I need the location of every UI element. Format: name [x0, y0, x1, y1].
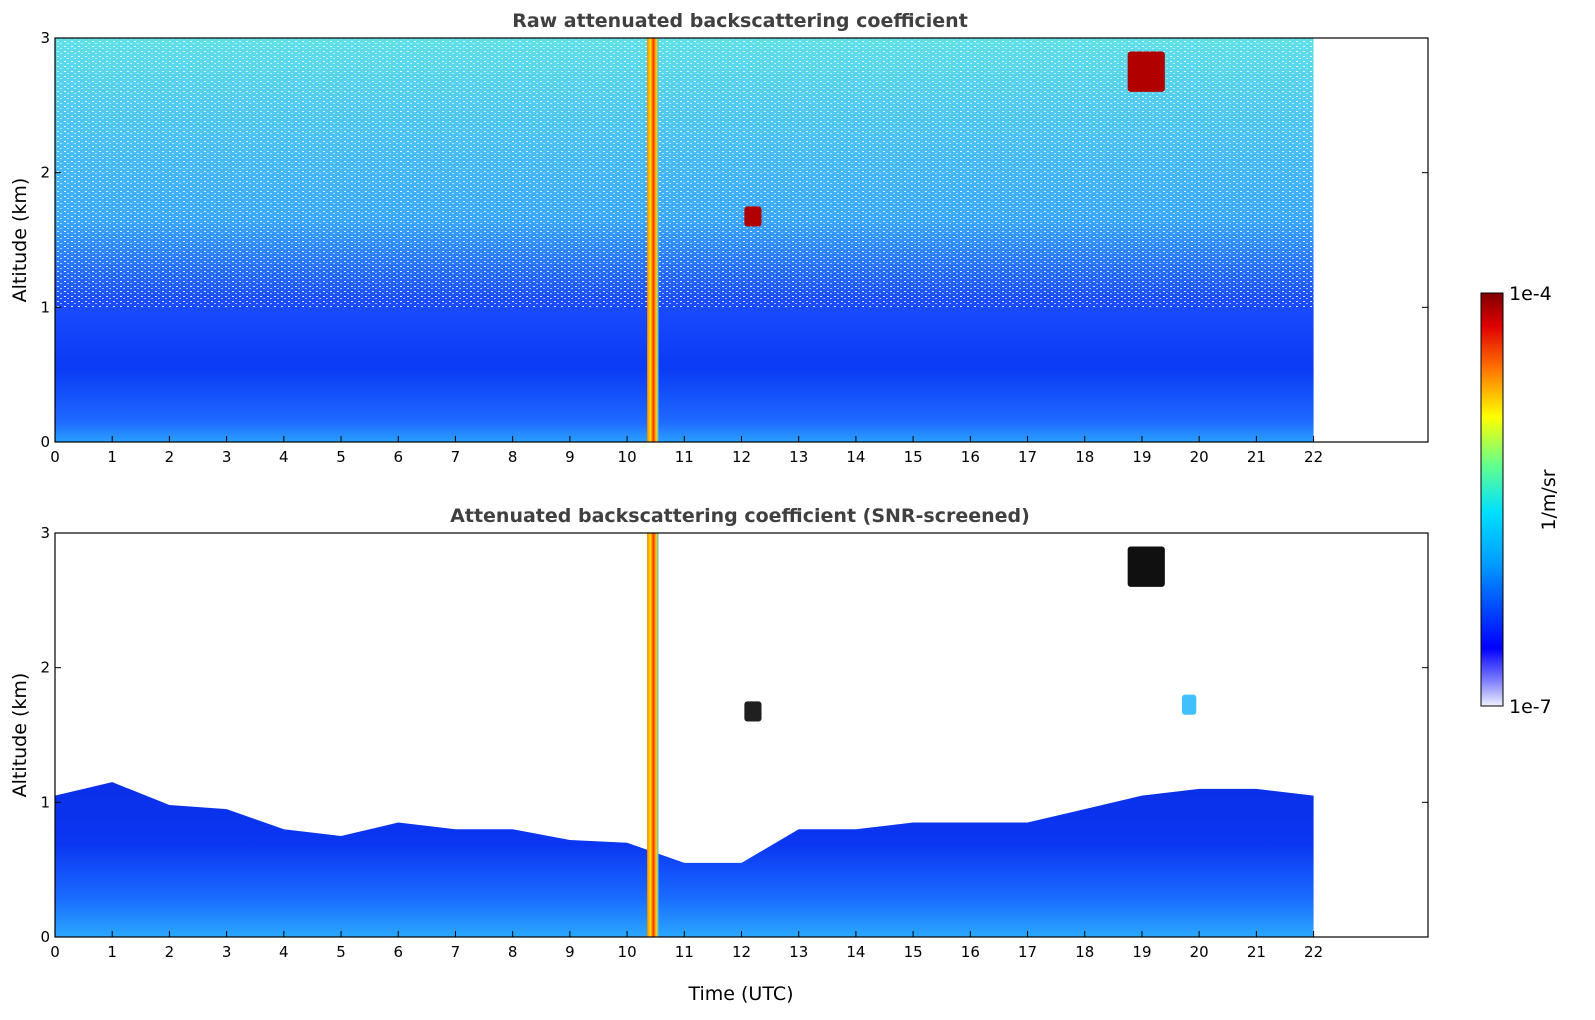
raw-x-tick-label: 0	[50, 448, 60, 466]
raw-precipitation-column	[647, 38, 659, 442]
raw-x-tick-label: 15	[904, 448, 923, 466]
screened-heatmap-field	[55, 782, 1314, 937]
screened-x-tick-label: 15	[904, 943, 923, 961]
panel-screened: Attenuated backscattering coefficient (S…	[9, 505, 1429, 1005]
screened-x-tick-label: 21	[1247, 943, 1266, 961]
raw-x-tick-label: 3	[222, 448, 232, 466]
raw-y-tick-label: 2	[40, 164, 50, 182]
screened-x-tick-label: 3	[222, 943, 232, 961]
raw-x-tick-label: 5	[336, 448, 346, 466]
screened-cloud	[1127, 546, 1165, 587]
screened-cloud	[744, 701, 762, 722]
raw-x-tick-label: 21	[1247, 448, 1266, 466]
screened-y-axis-label: Altitude (km)	[9, 673, 31, 798]
raw-x-tick-label: 22	[1304, 448, 1323, 466]
screened-x-tick-label: 1	[107, 943, 117, 961]
screened-x-tick-label: 11	[675, 943, 694, 961]
colorbar-scale	[1480, 292, 1504, 707]
raw-x-tick-label: 9	[565, 448, 575, 466]
raw-y-axis-label: Altitude (km)	[9, 178, 31, 303]
screened-y-tick-label: 0	[40, 928, 50, 946]
screened-y-axis: 0 1 2 3	[40, 524, 1428, 946]
raw-x-tick-label: 17	[1018, 448, 1037, 466]
colorbar-min-label: 1e-7	[1509, 696, 1552, 718]
panel-raw: Raw attenuated backscattering coefficien…	[9, 10, 1429, 466]
screened-precipitation-column	[647, 533, 659, 937]
raw-x-tick-label: 13	[789, 448, 808, 466]
colorbar-unit-label: 1/m/sr	[1538, 469, 1560, 530]
screened-x-tick-label: 10	[618, 943, 637, 961]
panel-title-raw: Raw attenuated backscattering coefficien…	[512, 10, 968, 32]
raw-x-tick-label: 1	[107, 448, 117, 466]
raw-features	[647, 38, 1165, 442]
screened-x-tick-label: 0	[50, 943, 60, 961]
screened-x-tick-label: 7	[451, 943, 461, 961]
screened-x-tick-label: 6	[393, 943, 403, 961]
colorbar: 1e-4 1e-7 1/m/sr	[1480, 283, 1560, 718]
screened-cloud	[1182, 694, 1197, 715]
screened-x-tick-label: 2	[165, 943, 175, 961]
raw-x-tick-label: 18	[1075, 448, 1094, 466]
screened-x-tick-label: 13	[789, 943, 808, 961]
panel-title-screened: Attenuated backscattering coefficient (S…	[450, 505, 1030, 527]
raw-x-tick-label: 10	[618, 448, 637, 466]
raw-x-tick-label: 12	[732, 448, 751, 466]
raw-x-axis: 0 1 2 3 4 5 6 7 8 9 10 11 12 13 14 15 16 17 18 19 20 21 22	[50, 436, 1323, 466]
screened-x-tick-label: 4	[279, 943, 289, 961]
screened-x-tick-label: 12	[732, 943, 751, 961]
screened-y-tick-label: 1	[40, 793, 50, 811]
raw-x-tick-label: 4	[279, 448, 289, 466]
raw-noise-speckle	[55, 38, 1314, 308]
screened-x-tick-label: 18	[1075, 943, 1094, 961]
raw-cloud	[744, 206, 762, 227]
raw-x-tick-label: 16	[961, 448, 980, 466]
screened-y-tick-label: 2	[40, 659, 50, 677]
screened-x-tick-label: 5	[336, 943, 346, 961]
raw-x-tick-label: 7	[451, 448, 461, 466]
raw-y-axis: 0 1 2 3	[40, 29, 1428, 451]
raw-x-tick-label: 20	[1190, 448, 1209, 466]
screened-x-tick-label: 19	[1132, 943, 1151, 961]
screened-x-tick-label: 8	[508, 943, 518, 961]
x-axis-label: Time (UTC)	[687, 983, 793, 1005]
screened-x-axis: 0 1 2 3 4 5 6 7 8 9 10 11 12 13 14 15 16 17 18 19 20 21 22	[50, 931, 1323, 961]
raw-x-tick-label: 14	[846, 448, 865, 466]
screened-features	[647, 533, 1197, 937]
colorbar-max-label: 1e-4	[1509, 283, 1552, 305]
raw-x-tick-label: 6	[393, 448, 403, 466]
screened-x-tick-label: 16	[961, 943, 980, 961]
raw-cloud	[1127, 51, 1165, 92]
screened-y-tick-label: 3	[40, 524, 50, 542]
screened-x-tick-label: 14	[846, 943, 865, 961]
raw-x-tick-label: 19	[1132, 448, 1151, 466]
screened-x-tick-label: 9	[565, 943, 575, 961]
raw-y-tick-label: 0	[40, 433, 50, 451]
raw-x-tick-label: 2	[165, 448, 175, 466]
screened-x-tick-label: 22	[1304, 943, 1323, 961]
raw-x-tick-label: 11	[675, 448, 694, 466]
raw-y-tick-label: 1	[40, 298, 50, 316]
raw-x-tick-label: 8	[508, 448, 518, 466]
raw-y-tick-label: 3	[40, 29, 50, 47]
screened-x-tick-label: 20	[1190, 943, 1209, 961]
screened-x-tick-label: 17	[1018, 943, 1037, 961]
